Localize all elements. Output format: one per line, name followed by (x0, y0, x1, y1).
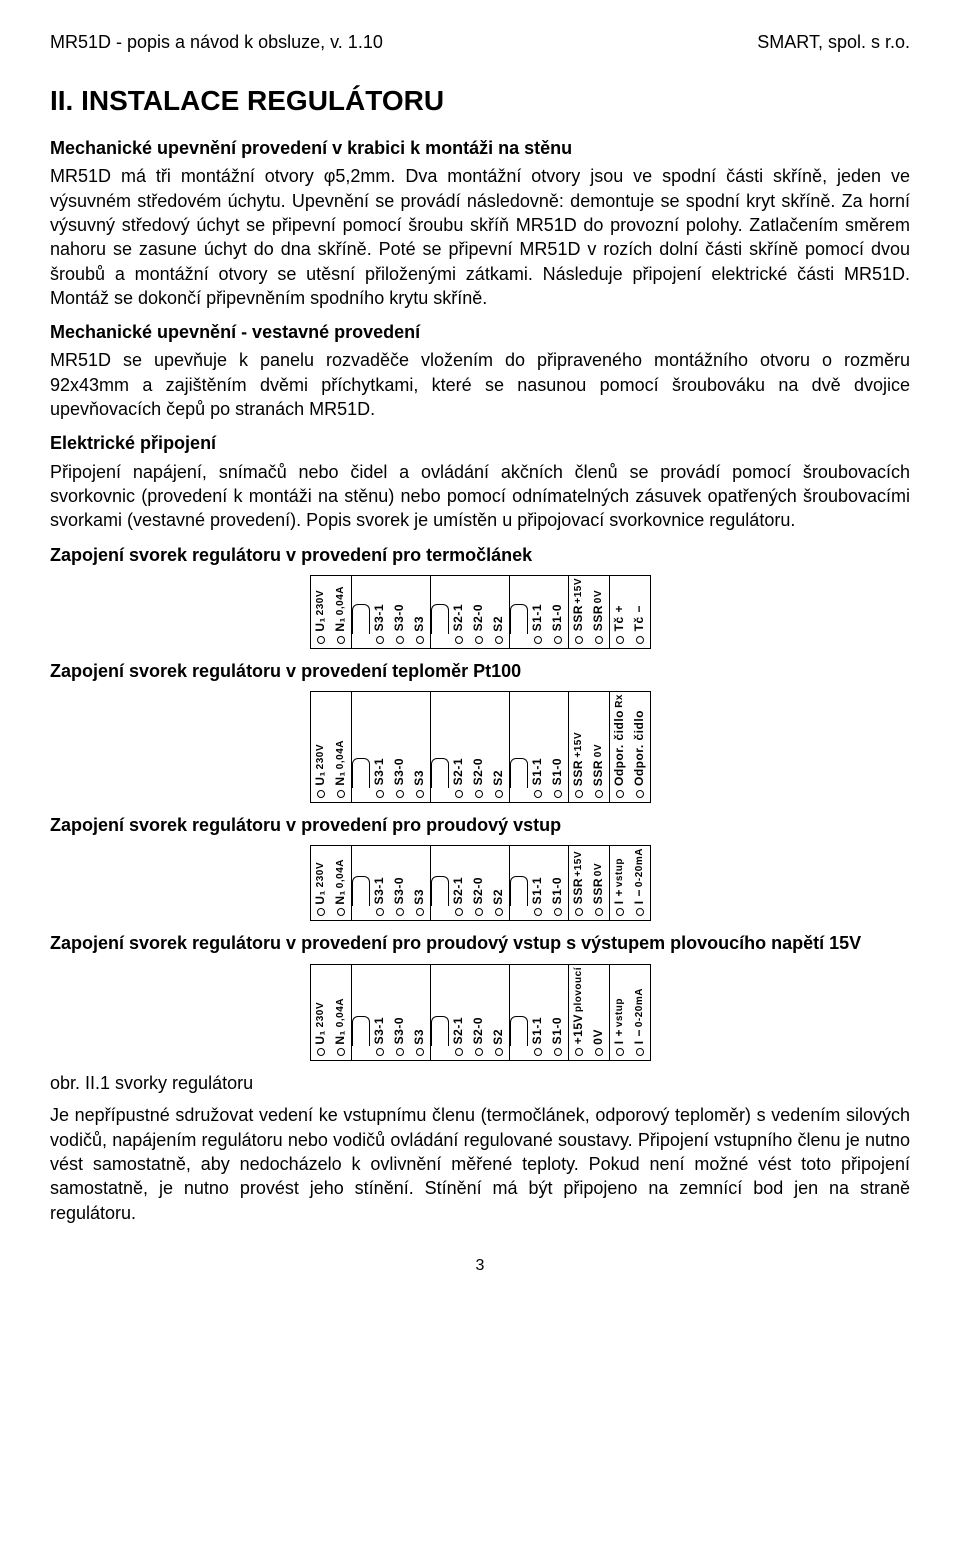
para-warning: Je nepřípustné sdružovat vedení ke vstup… (50, 1103, 910, 1224)
heading-diagram-tc: Zapojení svorek regulátoru v provedení p… (50, 543, 910, 567)
heading-diagram-pt100: Zapojení svorek regulátoru v provedení t… (50, 659, 910, 683)
figure-caption: obr. II.1 svorky regulátoru (50, 1071, 910, 1095)
heading-diagram-current-float: Zapojení svorek regulátoru v provedení p… (50, 931, 910, 955)
diagram-thermocouple: 230VU₁0,04AN₁S3-1S3-0S3S2-1S2-0S2S1-1S1-… (50, 575, 910, 649)
diagram-current: 230VU₁0,04AN₁S3-1S3-0S3S2-1S2-0S2S1-1S1-… (50, 845, 910, 921)
header-left: MR51D - popis a návod k obsluze, v. 1.10 (50, 30, 383, 54)
heading-electrical: Elektrické připojení (50, 431, 910, 455)
diagram-current-float: 230VU₁0,04AN₁S3-1S3-0S3S2-1S2-0S2S1-1S1-… (50, 964, 910, 1061)
heading-mounting-panel: Mechanické upevnění - vestavné provedení (50, 320, 910, 344)
heading-diagram-current: Zapojení svorek regulátoru v provedení p… (50, 813, 910, 837)
heading-mounting-box: Mechanické upevnění provedení v krabici … (50, 136, 910, 160)
diagram-pt100: 230VU₁0,04AN₁S3-1S3-0S3S2-1S2-0S2S1-1S1-… (50, 691, 910, 803)
header-right: SMART, spol. s r.o. (757, 30, 910, 54)
section-title: II. INSTALACE REGULÁTORU (50, 82, 910, 120)
para-mounting-box: MR51D má tři montážní otvory φ5,2mm. Dva… (50, 164, 910, 310)
para-mounting-panel: MR51D se upevňuje k panelu rozvaděče vlo… (50, 348, 910, 421)
page-number: 3 (50, 1255, 910, 1277)
para-electrical: Připojení napájení, snímačů nebo čidel a… (50, 460, 910, 533)
